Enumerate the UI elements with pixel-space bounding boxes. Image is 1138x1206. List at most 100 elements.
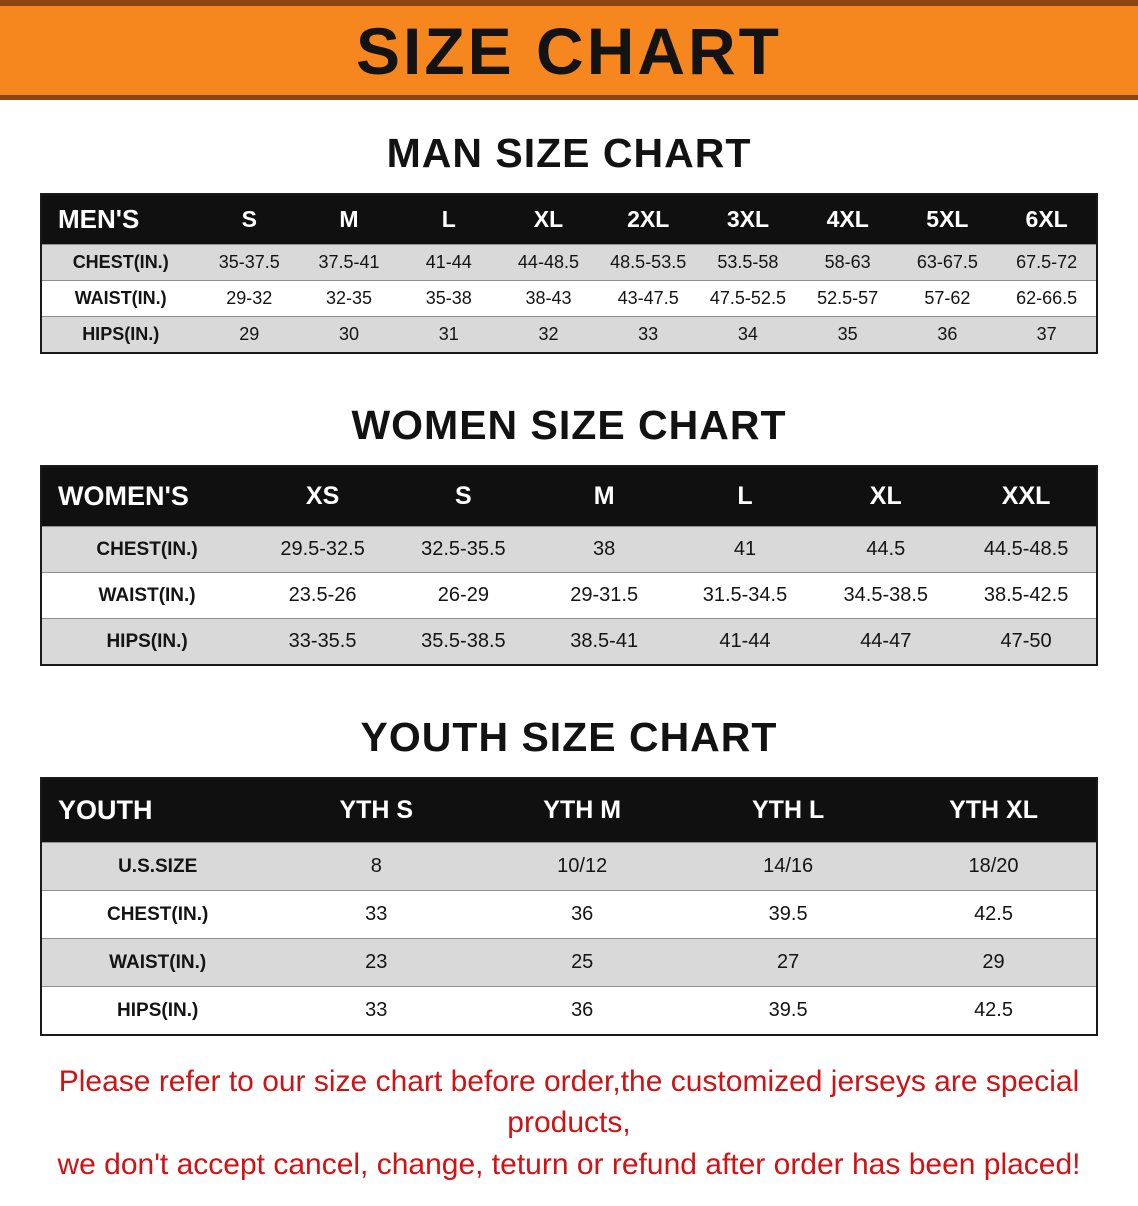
table-corner-label: YOUTH (41, 778, 274, 843)
mens-section: MAN SIZE CHART MEN'S S M L XL 2XL 3XL 4XL 5XL 6XL… (0, 130, 1138, 354)
size-column-header: XL (815, 466, 957, 527)
size-column-header: XXL (956, 466, 1097, 527)
cell-value: 36 (897, 316, 998, 353)
cell-value: 67.5-72 (997, 244, 1097, 281)
cell-value: 38.5-41 (533, 618, 675, 665)
cell-value: 38 (533, 526, 675, 573)
cell-value: 53.5-58 (698, 244, 798, 281)
cell-value: 41-44 (398, 244, 499, 281)
cell-value: 33 (273, 890, 480, 939)
cell-value: 35 (797, 316, 898, 353)
cell-value: 33 (598, 316, 699, 353)
cell-value: 29 (891, 938, 1097, 987)
disclaimer-line-1: Please refer to our size chart before or… (58, 1065, 1080, 1139)
cell-value: 44-48.5 (498, 244, 599, 281)
row-label: HIPS(IN.) (41, 986, 274, 1035)
mens-heading: MAN SIZE CHART (386, 130, 752, 176)
row-label: HIPS(IN.) (41, 618, 253, 665)
size-column-header: YTH XL (891, 778, 1097, 843)
cell-value: 35-37.5 (199, 244, 300, 281)
size-column-header: 4XL (797, 194, 898, 245)
table-row: HIPS(IN.) 33-35.5 35.5-38.5 38.5-41 41-44 44-… (41, 618, 1097, 665)
size-column-header: XL (498, 194, 599, 245)
table-row: CHEST(IN.) 35-37.5 37.5-41 41-44 44-48.5 48.5… (41, 244, 1097, 281)
table-corner-label: WOMEN'S (41, 466, 253, 527)
cell-value: 25 (479, 938, 686, 987)
cell-value: 48.5-53.5 (598, 244, 699, 281)
womens-section: WOMEN SIZE CHART WOMEN'S XS S M L XL XXL CHEST(… (0, 402, 1138, 666)
cell-value: 30 (299, 316, 399, 353)
cell-value: 10/12 (479, 842, 686, 891)
cell-value: 52.5-57 (797, 280, 898, 317)
banner: SIZE CHART (0, 0, 1138, 100)
cell-value: 27 (685, 938, 892, 987)
cell-value: 8 (273, 842, 480, 891)
cell-value: 29-31.5 (533, 572, 675, 619)
cell-value: 23 (273, 938, 480, 987)
row-label: WAIST(IN.) (41, 280, 200, 317)
page-title: SIZE CHART (356, 13, 782, 88)
row-label: WAIST(IN.) (41, 938, 274, 987)
mens-size-table: MEN'S S M L XL 2XL 3XL 4XL 5XL 6XL CHEST(IN.) 35-37… (40, 193, 1098, 354)
table-row: U.S.SIZE 8 10/12 14/16 18/20 (41, 842, 1097, 891)
cell-value: 41-44 (674, 618, 816, 665)
disclaimer: Please refer to our size chart before or… (18, 1062, 1120, 1186)
youth-section: YOUTH SIZE CHART YOUTH YTH S YTH M YTH L YTH… (0, 714, 1138, 1036)
row-label: CHEST(IN.) (41, 890, 274, 939)
cell-value: 62-66.5 (997, 280, 1097, 317)
cell-value: 34.5-38.5 (815, 572, 957, 619)
table-row: HIPS(IN.) 29 30 31 32 33 34 35 36 37 (41, 316, 1097, 353)
womens-size-table: WOMEN'S XS S M L XL XXL CHEST(IN.) 29.5-32.5 32.5… (40, 465, 1098, 666)
size-column-header: L (398, 194, 499, 245)
size-column-header: 2XL (598, 194, 699, 245)
cell-value: 44-47 (815, 618, 957, 665)
disclaimer-line-2: we don't accept cancel, change, teturn o… (57, 1148, 1081, 1181)
table-row: CHEST(IN.) 29.5-32.5 32.5-35.5 38 41 44.5 44.5… (41, 526, 1097, 573)
cell-value: 35.5-38.5 (392, 618, 534, 665)
table-row: WAIST(IN.) 29-32 32-35 35-38 38-43 43-47.5 47.… (41, 280, 1097, 317)
cell-value: 39.5 (685, 986, 892, 1035)
youth-size-table: YOUTH YTH S YTH M YTH L YTH XL U.S.SIZE 8 10/12… (40, 777, 1098, 1036)
cell-value: 57-62 (897, 280, 998, 317)
table-row: HIPS(IN.) 33 36 39.5 42.5 (41, 986, 1097, 1035)
size-column-header: M (299, 194, 399, 245)
cell-value: 44.5 (815, 526, 957, 573)
table-corner-label: MEN'S (41, 194, 200, 245)
table-header-row: MEN'S S M L XL 2XL 3XL 4XL 5XL 6XL (41, 194, 1097, 245)
cell-value: 33 (273, 986, 480, 1035)
cell-value: 23.5-26 (252, 572, 393, 619)
row-label: CHEST(IN.) (41, 526, 253, 573)
table-header-row: WOMEN'S XS S M L XL XXL (41, 466, 1097, 527)
cell-value: 32.5-35.5 (392, 526, 534, 573)
cell-value: 41 (674, 526, 816, 573)
size-column-header: YTH S (273, 778, 480, 843)
cell-value: 34 (698, 316, 798, 353)
cell-value: 38.5-42.5 (956, 572, 1097, 619)
size-column-header: 3XL (698, 194, 798, 245)
size-column-header: 5XL (897, 194, 998, 245)
size-column-header: 6XL (997, 194, 1097, 245)
cell-value: 18/20 (891, 842, 1097, 891)
cell-value: 36 (479, 890, 686, 939)
cell-value: 47.5-52.5 (698, 280, 798, 317)
size-column-header: M (533, 466, 675, 527)
cell-value: 35-38 (398, 280, 499, 317)
cell-value: 63-67.5 (897, 244, 998, 281)
cell-value: 26-29 (392, 572, 534, 619)
womens-heading: WOMEN SIZE CHART (351, 402, 787, 448)
cell-value: 42.5 (891, 986, 1097, 1035)
cell-value: 39.5 (685, 890, 892, 939)
row-label: HIPS(IN.) (41, 316, 200, 353)
table-row: CHEST(IN.) 33 36 39.5 42.5 (41, 890, 1097, 939)
cell-value: 14/16 (685, 842, 892, 891)
cell-value: 32 (498, 316, 599, 353)
row-label: U.S.SIZE (41, 842, 274, 891)
cell-value: 37 (997, 316, 1097, 353)
cell-value: 37.5-41 (299, 244, 399, 281)
row-label: WAIST(IN.) (41, 572, 253, 619)
cell-value: 42.5 (891, 890, 1097, 939)
cell-value: 33-35.5 (252, 618, 393, 665)
table-row: WAIST(IN.) 23 25 27 29 (41, 938, 1097, 987)
cell-value: 29 (199, 316, 300, 353)
